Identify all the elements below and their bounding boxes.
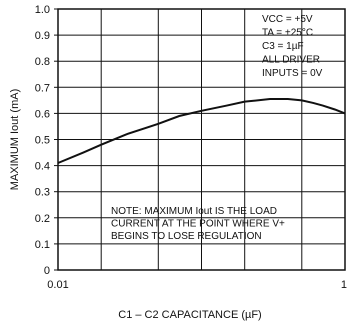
curve-layer [57,98,346,164]
plot-frame [57,8,346,271]
note-annotation: NOTE: MAXIMUM Iout IS THE LOAD CURRENT AT… [111,206,285,242]
y-tick-label: 0 [44,265,50,277]
y-tick-label: 1.0 [35,4,50,16]
note-line: NOTE: MAXIMUM Iout IS THE LOAD [111,206,277,217]
conditions-annotation: VCC = +5V TA = +25°C C3 = 1µF ALL DRIVER INP… [262,14,323,79]
y-tick-label: 0.5 [35,135,50,147]
condition-line: ALL DRIVER [262,55,320,66]
y-tick-label: 0.7 [35,82,50,94]
y-axis-label: MAXIMUM Iout (mA) [9,89,21,190]
series-line [57,98,346,164]
y-tick-label: 0.8 [35,56,50,68]
condition-line: VCC = +5V [262,14,313,25]
y-tick-label: 0.3 [35,187,50,199]
y-tick-label: 0.6 [35,108,50,120]
y-tick-label: 0.9 [35,30,50,42]
x-axis-label: C1 – C2 CAPACITANCE (µF) [118,309,261,321]
y-tick-label: 0.2 [35,213,50,225]
x-tick-label: 1 [341,279,347,291]
condition-line: TA = +25°C [262,28,313,39]
note-line: BEGINS TO LOSE REGULATION [111,231,262,242]
x-tick-labels: 0.01 1 [47,279,347,291]
y-tick-labels: 0 0.1 0.2 0.3 0.4 0.5 0.6 0.7 0.8 0.9 1.0 [35,4,50,277]
y-tick-label: 0.1 [35,239,50,251]
y-tick-label: 0.4 [35,161,50,173]
condition-line: INPUTS = 0V [262,68,323,79]
x-tick-label: 0.01 [47,279,68,291]
condition-line: C3 = 1µF [262,41,304,52]
note-line: CURRENT AT THE POINT WHERE V+ [111,219,285,230]
